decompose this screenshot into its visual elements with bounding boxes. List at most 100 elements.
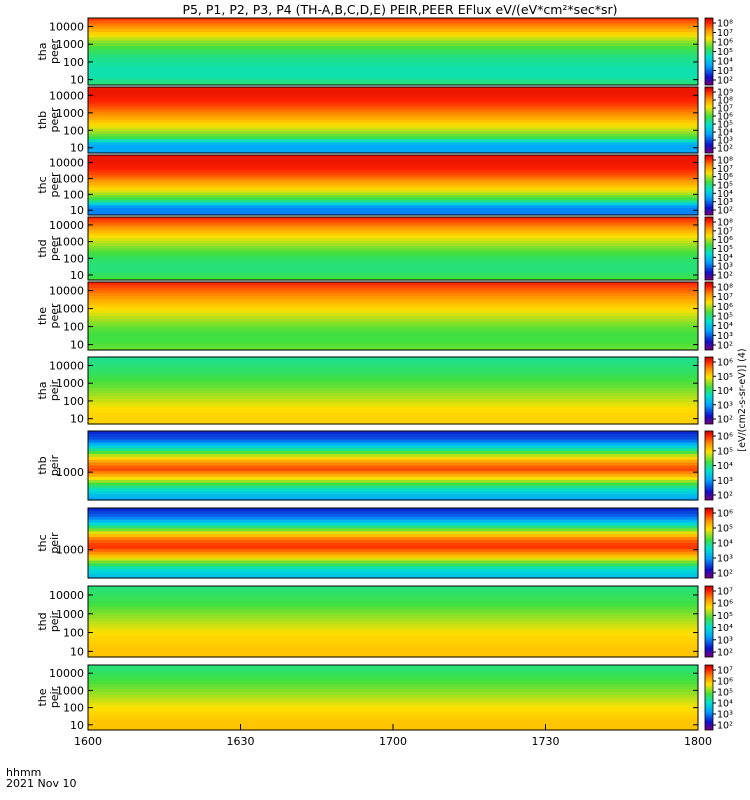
spectrogram-band (88, 575, 698, 579)
spectrogram-band (88, 645, 698, 649)
spectrogram-band (88, 256, 698, 260)
spectrogram-band (88, 304, 698, 309)
x-tick-label: 1700 (379, 735, 407, 748)
spectrogram-band (88, 642, 698, 646)
spectrogram-band (88, 719, 698, 723)
panel-frame (87, 356, 699, 425)
spectrogram-band (88, 266, 698, 271)
spectrogram-band (88, 713, 698, 718)
spectrogram-band (88, 235, 698, 239)
spectrogram-band (88, 318, 698, 323)
panel-probe-label: thd (36, 239, 49, 257)
colorbar-tick-label: 10⁵ (717, 372, 733, 383)
spectrogram-band (88, 534, 698, 538)
colorbar-tick-label: 10⁴ (717, 699, 733, 710)
spectrogram-band (88, 537, 698, 541)
colorbar-tick-label: 10⁵ (717, 446, 733, 457)
colorbar-tick-label: 10³ (717, 197, 733, 208)
spectrogram-band (88, 212, 698, 216)
spectrogram-band (88, 227, 698, 231)
colorbar (704, 86, 714, 154)
colorbar-tick-label: 10⁴ (717, 623, 733, 634)
spectrogram-band (88, 477, 698, 481)
spectrogram-band (88, 586, 698, 590)
y-tick-label: 1000 (56, 303, 84, 316)
panel-probe-label: thb (36, 111, 49, 129)
colorbar-tick-label: 10⁴ (717, 461, 733, 472)
spectrogram-band (88, 654, 698, 658)
spectrogram-band (88, 479, 698, 484)
spectrogram-band (88, 272, 698, 276)
spectrogram-band (88, 335, 698, 340)
spectrogram-band (88, 433, 698, 438)
y-tick-label: 100 (63, 321, 84, 334)
spectrogram-band (88, 636, 698, 640)
spectrogram-band (88, 665, 698, 669)
spectrogram-band (88, 540, 698, 544)
y-tick-label: 10000 (49, 20, 84, 33)
y-tick-label: 10000 (49, 359, 84, 372)
y-tick-label: 1000 (56, 544, 84, 557)
colorbar-tick-label: 10⁶ (717, 509, 733, 520)
spectrogram-band (88, 122, 698, 127)
spectrogram-band (88, 716, 698, 720)
y-tick-label: 1000 (56, 684, 84, 697)
spectrogram-band (88, 678, 698, 682)
spectrogram-band (88, 43, 698, 47)
colorbar-tick-label: 10⁹ (717, 88, 733, 99)
spectrogram-band (88, 516, 698, 521)
spectrogram-band (88, 398, 698, 403)
panel-species-label: peir (48, 610, 61, 632)
spectrogram-band (88, 165, 698, 169)
panel-frame (87, 17, 699, 86)
spectrogram-band (88, 133, 698, 138)
spectrogram-band (88, 274, 698, 278)
spectrogram-band (88, 224, 698, 229)
spectrogram-band (88, 73, 698, 78)
colorbar-tick-label: 10³ (717, 554, 733, 565)
panel-probe-label: thc (36, 534, 49, 551)
panel-probe-label: tha (36, 381, 49, 399)
colorbar-tick-label: 10³ (717, 400, 733, 411)
panel-probe-label: thd (36, 612, 49, 630)
colorbar-tick-label: 10⁸ (717, 218, 733, 229)
x-tick-label: 1630 (227, 735, 255, 748)
spectrogram-band (88, 373, 698, 378)
spectrogram-band (88, 451, 698, 455)
spectrogram-band (88, 269, 698, 273)
colorbar-tick-label: 10⁸ (717, 19, 733, 30)
spectrogram-band (88, 612, 698, 617)
spectrogram-band (88, 510, 698, 515)
spectrogram-band (88, 299, 698, 303)
spectrogram-band (88, 648, 698, 652)
y-tick-label: 10 (70, 339, 84, 352)
spectrogram-band (88, 190, 698, 194)
spectrogram-band (88, 150, 698, 154)
panel-frame (87, 154, 699, 216)
spectrogram-band (88, 497, 698, 501)
spectrogram-band (88, 545, 698, 550)
colorbar-tick-label: 10⁵ (717, 47, 733, 58)
spectrogram-band (88, 296, 698, 300)
spectrogram-band (88, 474, 698, 478)
colorbar-tick-label: 10⁶ (717, 302, 733, 313)
colorbar-tick-label: 10² (717, 76, 733, 87)
spectrogram-band (88, 357, 698, 361)
spectrogram-band (88, 557, 698, 562)
panel-species-label: peir (48, 379, 61, 401)
spectrogram-band (88, 554, 698, 559)
colorbar-tick-label: 10⁸ (717, 283, 733, 294)
colorbar-tick-label: 10² (717, 206, 733, 217)
spectrogram-band (88, 667, 698, 672)
colorbar-tick-label: 10³ (717, 331, 733, 342)
spectrogram-band (88, 609, 698, 614)
spectrogram-band (88, 230, 698, 234)
spectrogram-band (88, 382, 698, 386)
